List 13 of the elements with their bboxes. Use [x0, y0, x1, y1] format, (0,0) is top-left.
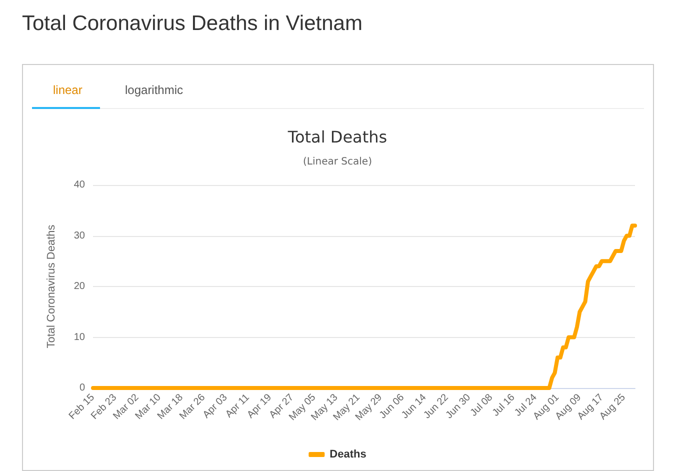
y-tick-label: 40 — [74, 180, 86, 190]
legend-label: Deaths — [330, 448, 366, 460]
text: logarithmic — [125, 83, 184, 97]
y-tick-label: 30 — [74, 230, 86, 242]
text: Total Coronavirus Deaths in Vietnam — [22, 12, 362, 36]
chart-title: Total Deaths — [286, 128, 388, 146]
y-tick-label: 20 — [74, 281, 86, 292]
chart-subtitle: (Linear Scale) — [303, 156, 372, 168]
text: linear — [53, 83, 82, 97]
y-tick-label: 0 — [79, 382, 86, 394]
y-tick-label: 10 — [74, 332, 86, 343]
line-series — [91, 224, 637, 390]
y-axis-title: Total Coronavirus Deaths — [46, 224, 58, 348]
